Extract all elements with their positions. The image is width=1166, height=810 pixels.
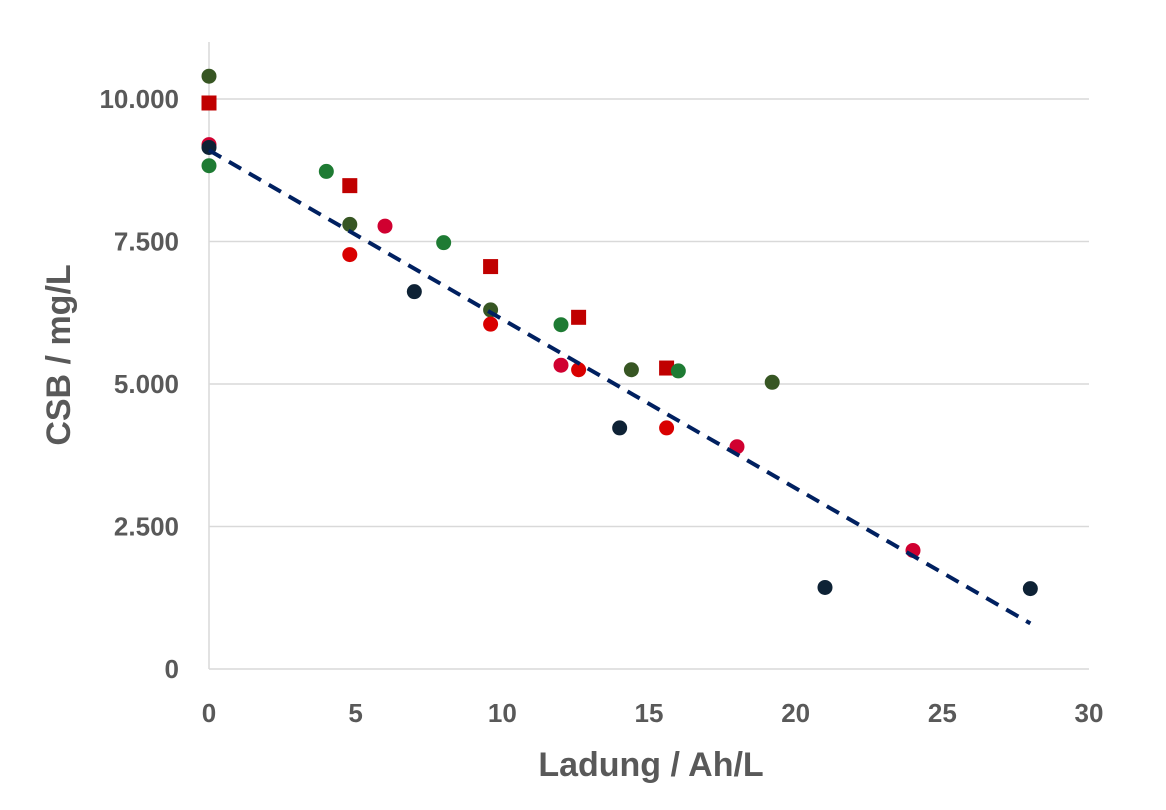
data-point — [201, 158, 217, 174]
x-tick-labels: 0 5 10 15 20 25 30 — [202, 698, 1104, 728]
data-point — [406, 284, 422, 300]
x-tick-label: 20 — [781, 698, 810, 728]
data-point — [764, 374, 780, 390]
x-axis-title: Ladung / Ah/L — [538, 746, 763, 784]
data-point — [1022, 581, 1038, 597]
data-point — [201, 68, 217, 84]
x-tick-label: 15 — [635, 698, 664, 728]
x-tick-label: 0 — [202, 698, 216, 728]
data-point — [670, 363, 686, 379]
y-tick-labels: 0 2.500 5.000 7.500 10.000 — [99, 84, 179, 684]
x-tick-label: 10 — [488, 698, 517, 728]
data-point — [436, 235, 452, 251]
y-axis-title: CSB / mg/L — [40, 264, 78, 445]
data-point-square — [571, 309, 587, 325]
data-point — [553, 357, 569, 373]
x-tick-label: 5 — [348, 698, 362, 728]
data-point — [817, 579, 833, 595]
data-point-square — [342, 178, 358, 194]
data-point — [483, 316, 499, 332]
data-point — [342, 216, 358, 232]
data-points — [201, 68, 1038, 597]
data-point — [623, 362, 639, 378]
data-point — [571, 362, 587, 378]
y-tick-label: 0 — [165, 654, 179, 684]
data-point — [377, 218, 393, 234]
trendline — [208, 148, 1032, 626]
data-point-square — [483, 259, 499, 275]
data-point-square — [201, 95, 217, 111]
x-tick-label: 30 — [1075, 698, 1104, 728]
data-point — [612, 420, 628, 436]
y-tick-label: 5.000 — [114, 369, 179, 399]
data-point — [553, 317, 569, 333]
y-tick-label: 10.000 — [99, 84, 179, 114]
y-tick-label: 2.500 — [114, 512, 179, 542]
data-point — [342, 247, 358, 263]
x-tick-label: 25 — [928, 698, 957, 728]
data-point-square — [659, 360, 675, 376]
gridlines — [209, 98, 1089, 528]
data-point — [318, 163, 334, 179]
data-point — [659, 420, 675, 436]
y-tick-label: 7.500 — [114, 227, 179, 257]
